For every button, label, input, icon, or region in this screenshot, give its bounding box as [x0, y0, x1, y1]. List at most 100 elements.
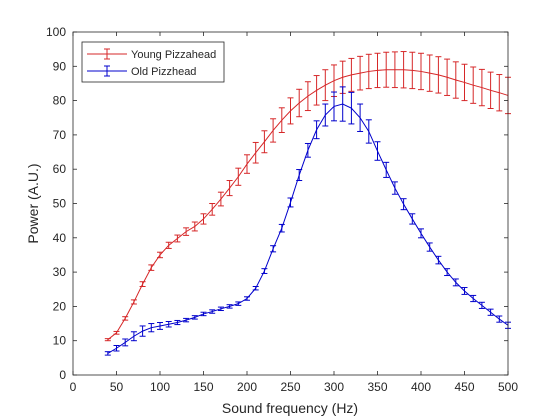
error-bar — [322, 103, 329, 127]
y-tick-label: 80 — [53, 94, 67, 108]
legend: Young Pizzahead Old Pizzhead — [81, 41, 225, 83]
error-bar — [200, 213, 207, 225]
error-bar — [383, 161, 390, 178]
error-bar — [209, 203, 216, 216]
y-tick-label: 50 — [53, 197, 67, 211]
error-bar — [322, 69, 329, 102]
error-bar — [487, 308, 494, 316]
error-bar — [418, 228, 424, 239]
error-bar — [435, 255, 442, 265]
error-bar — [426, 54, 433, 92]
error-bar — [209, 309, 216, 314]
series-layer — [104, 51, 511, 356]
error-bar — [470, 294, 477, 303]
y-tick-label: 70 — [53, 128, 67, 142]
error-bar — [304, 142, 311, 158]
error-bar — [365, 53, 372, 90]
error-bar — [261, 130, 268, 154]
error-bar — [157, 251, 163, 259]
error-bar — [278, 107, 285, 133]
error-bar — [122, 338, 129, 347]
error-bar — [261, 268, 268, 274]
error-bar — [287, 97, 294, 125]
error-bar — [252, 141, 259, 164]
error-bar — [461, 63, 468, 102]
error-bar — [165, 320, 172, 328]
error-bar — [339, 86, 346, 122]
x-axis: 0 50 100 150 200 250 300 350 400 450 500 — [70, 32, 518, 394]
error-bar — [313, 75, 320, 106]
error-bar — [496, 315, 503, 323]
x-tick-label: 350 — [367, 380, 387, 394]
error-bar — [191, 221, 198, 232]
error-bar — [496, 74, 503, 112]
error-bar — [235, 301, 242, 306]
error-bar — [426, 242, 433, 252]
error-bar — [278, 223, 285, 233]
error-bar — [235, 167, 242, 186]
error-bar — [174, 319, 181, 326]
error-bar — [304, 81, 311, 112]
y-tick-label: 90 — [53, 59, 67, 73]
error-bar — [157, 322, 163, 330]
y-tick-label: 0 — [59, 368, 66, 382]
error-bar — [296, 88, 303, 118]
error-bar — [148, 323, 155, 333]
y-tick-label: 100 — [46, 25, 66, 39]
error-bar — [478, 68, 485, 107]
x-tick-label: 0 — [70, 380, 77, 394]
error-bar — [444, 58, 451, 96]
error-bar — [452, 278, 459, 287]
error-bar — [391, 51, 398, 89]
error-bar — [444, 268, 451, 277]
error-bar — [270, 245, 277, 253]
error-bar — [217, 306, 224, 312]
error-bar — [104, 338, 111, 342]
error-bar — [244, 296, 250, 301]
x-axis-label: Sound frequency (Hz) — [222, 400, 358, 416]
error-bar — [435, 56, 442, 94]
error-bar — [165, 241, 172, 249]
legend-label: Young Pizzahead — [131, 49, 216, 61]
error-bar — [357, 103, 364, 132]
error-bar — [287, 197, 294, 208]
x-tick-label: 400 — [411, 380, 431, 394]
error-bar — [400, 198, 407, 211]
y-tick-label: 40 — [53, 231, 67, 245]
legend-item: Young Pizzahead — [87, 48, 216, 61]
x-tick-label: 150 — [193, 380, 213, 394]
x-tick-label: 250 — [280, 380, 300, 394]
error-bar — [148, 264, 155, 271]
error-bar — [200, 311, 207, 317]
x-tick-label: 100 — [150, 380, 170, 394]
error-bar — [487, 71, 494, 109]
y-tick-label: 30 — [53, 265, 67, 279]
error-bar — [418, 52, 424, 91]
x-tick-label: 200 — [237, 380, 257, 394]
x-tick-label: 50 — [110, 380, 124, 394]
error-bar — [122, 316, 129, 321]
error-bar — [191, 315, 198, 320]
error-bar — [478, 301, 485, 309]
x-tick-label: 450 — [454, 380, 474, 394]
error-bar — [252, 286, 259, 291]
error-bar — [139, 325, 146, 337]
error-bar — [217, 191, 224, 207]
y-axis-label: Power (A.U.) — [25, 163, 41, 243]
error-bar — [244, 154, 250, 174]
y-tick-label: 20 — [53, 299, 67, 313]
error-bar — [226, 304, 233, 309]
error-bar — [357, 55, 364, 91]
error-bar — [383, 51, 390, 88]
error-bar — [374, 141, 381, 161]
error-bar — [113, 345, 120, 352]
error-bar — [226, 180, 233, 197]
error-bar — [365, 119, 372, 144]
legend-item: Old Pizzhead — [87, 65, 196, 78]
error-bar — [113, 330, 120, 335]
error-bar — [461, 287, 468, 295]
error-bar — [183, 317, 190, 323]
y-axis: 0 10 20 30 40 50 60 70 80 90 100 — [46, 25, 508, 382]
error-bar — [470, 66, 477, 104]
